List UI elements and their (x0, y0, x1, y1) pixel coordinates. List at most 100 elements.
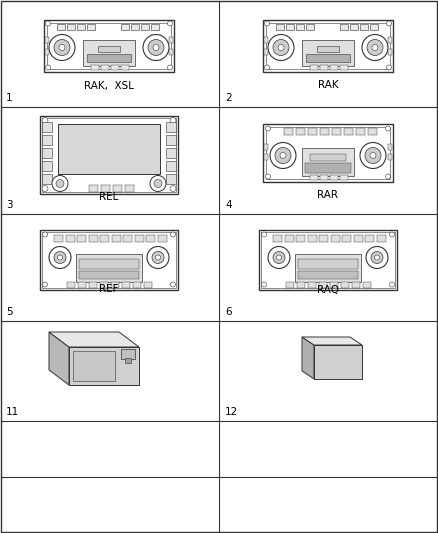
Circle shape (389, 282, 395, 287)
Polygon shape (49, 332, 139, 347)
Bar (388, 49, 392, 54)
Circle shape (265, 174, 271, 179)
Text: 12: 12 (225, 407, 238, 417)
Circle shape (46, 65, 50, 70)
Text: REF: REF (99, 285, 119, 295)
Bar (286, 23, 294, 29)
Bar (44, 20, 174, 71)
Bar (308, 281, 316, 287)
Bar (342, 235, 351, 241)
Bar (73, 351, 115, 381)
Bar (100, 281, 108, 287)
Text: 2: 2 (225, 93, 232, 103)
Circle shape (49, 35, 75, 61)
Text: RAK: RAK (318, 80, 338, 91)
Circle shape (386, 65, 392, 70)
Bar (264, 49, 268, 54)
Bar (296, 235, 305, 241)
Bar (296, 127, 305, 134)
Bar (121, 349, 135, 359)
Bar (166, 174, 176, 183)
Bar (40, 230, 178, 289)
Bar (306, 23, 314, 29)
Bar (308, 127, 317, 134)
Bar (344, 127, 353, 134)
Bar (284, 127, 293, 134)
Bar (266, 126, 390, 179)
Polygon shape (314, 345, 362, 379)
Text: RAQ: RAQ (317, 285, 339, 295)
Bar (42, 134, 52, 144)
Text: 6: 6 (225, 307, 232, 317)
Text: 5: 5 (6, 307, 13, 317)
Circle shape (143, 35, 169, 61)
Circle shape (386, 21, 392, 26)
Bar (87, 53, 131, 61)
Circle shape (152, 252, 164, 263)
Circle shape (273, 252, 285, 263)
Bar (388, 143, 392, 149)
Bar (360, 23, 368, 29)
Bar (113, 184, 122, 191)
Bar (66, 235, 74, 241)
Circle shape (42, 282, 47, 287)
Circle shape (42, 232, 47, 237)
Circle shape (52, 175, 68, 191)
Bar (42, 231, 176, 287)
Circle shape (280, 152, 286, 158)
Bar (273, 235, 282, 241)
Circle shape (270, 142, 296, 168)
Bar (297, 281, 305, 287)
Bar (111, 64, 119, 69)
Bar (144, 281, 152, 287)
Circle shape (366, 246, 388, 269)
Bar (310, 64, 318, 69)
Circle shape (154, 180, 162, 188)
Bar (310, 154, 346, 160)
Circle shape (155, 255, 160, 260)
Bar (302, 148, 354, 175)
Bar (42, 160, 52, 171)
Bar (320, 64, 328, 69)
Circle shape (265, 65, 269, 70)
Bar (169, 36, 173, 43)
Bar (264, 36, 268, 43)
Bar (57, 23, 65, 29)
Bar (151, 23, 159, 29)
Bar (340, 174, 348, 180)
Bar (89, 184, 98, 191)
Text: RAR: RAR (318, 190, 339, 199)
Bar (259, 230, 397, 289)
Circle shape (42, 185, 48, 191)
Bar (286, 281, 294, 287)
Bar (141, 23, 149, 29)
Bar (125, 184, 134, 191)
Circle shape (147, 246, 169, 269)
Circle shape (49, 246, 71, 269)
Bar (78, 281, 86, 287)
Bar (42, 117, 176, 191)
Bar (42, 174, 52, 183)
Bar (58, 124, 160, 174)
Bar (88, 235, 98, 241)
Text: 4: 4 (225, 200, 232, 210)
Bar (67, 23, 75, 29)
Polygon shape (302, 337, 362, 345)
Text: RAK,  XSL: RAK, XSL (84, 80, 134, 91)
Bar (166, 160, 176, 171)
Circle shape (148, 39, 164, 55)
Bar (111, 281, 119, 287)
Bar (133, 281, 141, 287)
Bar (341, 281, 349, 287)
Bar (330, 174, 338, 180)
Bar (388, 154, 392, 159)
Circle shape (389, 232, 395, 237)
Circle shape (275, 148, 291, 164)
Bar (295, 254, 361, 281)
Bar (87, 23, 95, 29)
Circle shape (261, 282, 266, 287)
Bar (263, 20, 393, 71)
Bar (377, 235, 385, 241)
Bar (320, 127, 329, 134)
Circle shape (276, 255, 282, 260)
